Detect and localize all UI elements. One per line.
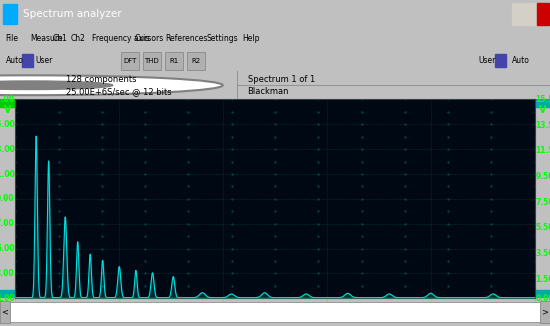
Text: R2: R2 [191, 58, 200, 64]
Text: 0.00: 0.00 [535, 294, 550, 303]
Bar [0, 92, 15, 107]
Bar [535, 92, 550, 107]
Text: References: References [165, 34, 207, 43]
Text: Ch2: Ch2 [70, 34, 85, 43]
Bar [22, 54, 33, 67]
Text: V: V [4, 105, 12, 115]
Text: 11.00: 11.00 [0, 170, 15, 179]
Text: THD: THD [145, 58, 159, 64]
Text: 15.50: 15.50 [535, 95, 550, 104]
Text: Help: Help [242, 34, 260, 43]
Bar [143, 52, 161, 69]
Text: 9.00: 9.00 [0, 194, 15, 203]
Text: R1: R1 [169, 58, 178, 64]
Text: <: < [2, 308, 8, 317]
Text: 11.50: 11.50 [535, 146, 550, 155]
Bar [524, 3, 536, 25]
Bar [495, 54, 506, 67]
Bar [121, 52, 139, 69]
Bar [540, 301, 550, 323]
Bar [187, 52, 205, 69]
Text: File: File [6, 34, 19, 43]
Text: Cursors: Cursors [135, 34, 164, 43]
Text: 7.50: 7.50 [535, 198, 550, 207]
Circle shape [0, 77, 187, 93]
Text: Spectrum analyzer: Spectrum analyzer [23, 9, 122, 19]
Text: Auto: Auto [6, 56, 23, 65]
Text: 9.50: 9.50 [535, 172, 550, 181]
Bar [0, 301, 10, 323]
Text: Settings: Settings [206, 34, 238, 43]
Text: 5.00: 5.00 [0, 244, 15, 253]
Text: DFT: DFT [123, 58, 136, 64]
Text: User: User [36, 56, 53, 65]
Bar [535, 290, 550, 306]
Text: 17.00: 17.00 [0, 95, 15, 104]
Text: 25.00E+6S/sec @ 12 bits: 25.00E+6S/sec @ 12 bits [66, 87, 172, 96]
Text: Blackman: Blackman [248, 87, 289, 96]
Text: 5.50: 5.50 [535, 223, 550, 232]
Bar [10, 303, 540, 322]
Text: 3.00: 3.00 [0, 269, 15, 278]
Text: Spectrum 1 of 1: Spectrum 1 of 1 [248, 75, 315, 83]
Bar [512, 3, 524, 25]
Bar [537, 3, 549, 25]
Text: >: > [542, 308, 548, 317]
Text: 13.00: 13.00 [0, 145, 15, 154]
Text: 128 components: 128 components [66, 75, 136, 83]
Text: 15.00: 15.00 [0, 120, 15, 129]
Text: V: V [538, 105, 546, 115]
Bar [165, 52, 183, 69]
Bar [3, 4, 16, 23]
Text: Measure: Measure [30, 34, 63, 43]
Text: Auto: Auto [512, 56, 529, 65]
Circle shape [0, 81, 113, 90]
Text: 3.50: 3.50 [535, 249, 550, 258]
Text: 7.00: 7.00 [0, 219, 15, 228]
Text: 13.50: 13.50 [535, 121, 550, 130]
Text: Ch1: Ch1 [52, 34, 67, 43]
Text: 1.50: 1.50 [535, 274, 550, 284]
Text: Frequency axis: Frequency axis [92, 34, 150, 43]
Circle shape [0, 75, 223, 95]
Text: User: User [478, 56, 496, 65]
Text: 1.00: 1.00 [0, 294, 15, 303]
Bar [0, 290, 15, 306]
